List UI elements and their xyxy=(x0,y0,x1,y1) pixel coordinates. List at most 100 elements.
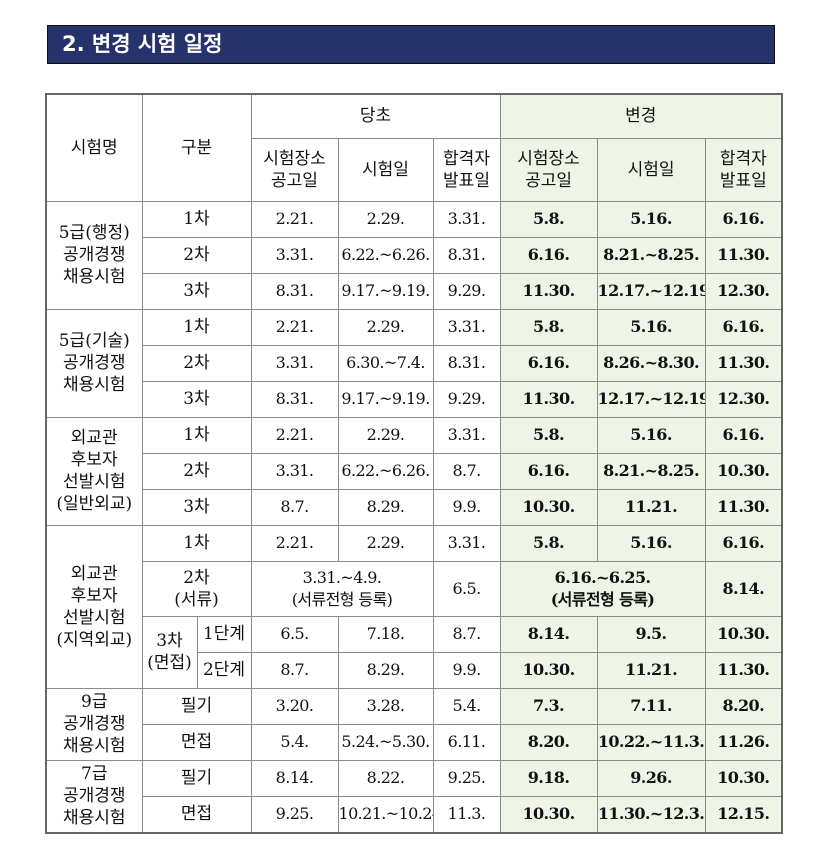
cell-text: 공개경쟁 xyxy=(62,245,126,265)
cell-text: 8.29. xyxy=(366,497,405,516)
date-cell: 2.21. xyxy=(250,200,339,238)
table-row: 2차 3.31. 6.30.~7.4. 8.31. 6.16. 8.26.~8.30. 11… xyxy=(46,344,783,382)
cell-text: 구분 xyxy=(180,137,213,158)
cell-text: 1차 xyxy=(183,209,210,229)
cell-text: 3차 xyxy=(183,389,210,409)
cell-text: 12.15. xyxy=(717,804,770,823)
cell-text: 채용시험 xyxy=(62,267,126,287)
stage-label: 2차 xyxy=(141,344,252,382)
cell-text: 3.31. xyxy=(275,353,314,372)
date-cell: 9.26. xyxy=(596,759,706,797)
table-row: 2차 (서류) 3.31.~4.9. (서류전형 등록) 6.5. 6.16.~6.25.… xyxy=(46,560,783,617)
date-cell: 8.22. xyxy=(337,759,434,797)
date-cell: 6.16.~6.25. (서류전형 등록) xyxy=(499,560,706,617)
cell-text: 8.7. xyxy=(280,497,309,516)
table-row: 면접 5.4. 5.24.~5.30. 6.11. 8.20. 10.22.~11.3. 1… xyxy=(46,723,783,761)
stage-label: 1차 xyxy=(141,524,252,562)
table-row: 2차 3.31. 6.22.~6.26. 8.31. 6.16. 8.21.~8.25. 1… xyxy=(46,236,783,274)
date-cell: 5.8. xyxy=(499,308,598,346)
date-cell: 11.21. xyxy=(596,651,706,689)
step-label: 1단계 xyxy=(196,615,252,653)
date-cell: 12.17.~12.19. xyxy=(596,272,706,310)
date-cell: 7.11. xyxy=(596,687,706,725)
exam-name: 외교관 후보자 선발시험 (일반외교) xyxy=(45,416,143,526)
cell-text: 2.29. xyxy=(366,533,405,552)
cell-text: 3.31. xyxy=(447,317,486,336)
cell-text: 6.5. xyxy=(280,624,309,643)
date-cell: 6.22.~6.26. xyxy=(337,452,434,490)
date-cell: 9.9. xyxy=(432,488,501,526)
cell-text: 6.16. xyxy=(527,353,570,372)
cell-text: 5.16. xyxy=(630,317,672,336)
cell-text: 발표일 xyxy=(719,170,767,191)
exam-name: 9급 공개경쟁 채용시험 xyxy=(45,687,143,761)
date-cell: 9.25. xyxy=(250,795,339,833)
date-cell: 3.31.~4.9. (서류전형 등록) xyxy=(250,560,434,617)
date-cell: 9.29. xyxy=(432,380,501,418)
cell-text: 7급 xyxy=(81,764,108,784)
date-cell: 11.30.~12.3. xyxy=(596,795,706,833)
cell-text: 11.30. xyxy=(522,389,575,408)
cell-text: 6.22.~6.26. xyxy=(341,245,430,264)
date-cell: 8.31. xyxy=(250,380,339,418)
date-cell: 10.30. xyxy=(499,651,598,689)
stage-label: 2차 xyxy=(141,452,252,490)
date-cell: 8.21.~8.25. xyxy=(596,452,706,490)
date-cell: 5.16. xyxy=(596,524,706,562)
cell-text: 시험일 xyxy=(627,159,675,180)
cell-text: 9.9. xyxy=(452,660,481,679)
cell-text: 10.21.~10.24. xyxy=(338,804,432,823)
cell-text: 5.8. xyxy=(533,209,565,228)
cell-text: 3.31. xyxy=(447,533,486,552)
date-cell: 3.31. xyxy=(250,344,339,382)
cell-text: 8.21.~8.25. xyxy=(603,245,699,264)
stage-label: 1차 xyxy=(141,200,252,238)
cell-text: 공개경쟁 xyxy=(62,786,126,806)
date-cell: 8.7. xyxy=(432,452,501,490)
date-cell: 10.30. xyxy=(499,795,598,833)
header-cell: 구분 xyxy=(141,93,252,202)
cell-text: 5.16. xyxy=(630,533,672,552)
cell-text: 5.8. xyxy=(533,533,565,552)
cell-text: 11.30. xyxy=(717,245,770,264)
cell-text: 1차 xyxy=(183,425,210,445)
date-cell: 6.16. xyxy=(499,236,598,274)
date-cell: 5.4. xyxy=(432,687,501,725)
cell-text: 1차 xyxy=(183,317,210,337)
date-cell: 8.7. xyxy=(250,488,339,526)
date-cell: 5.8. xyxy=(499,200,598,238)
date-cell: 3.31. xyxy=(432,524,501,562)
cell-text: 6.16. xyxy=(722,425,765,444)
date-cell: 8.14. xyxy=(704,560,783,617)
cell-text: 3차 xyxy=(183,497,210,517)
date-cell: 5.4. xyxy=(250,723,339,761)
cell-text: 10.30. xyxy=(522,497,575,516)
header-row: 시험장소 공고일 시험일 합격자 발표일 시험장소 공고일 시험일 합격자 발표일 xyxy=(46,137,783,202)
date-cell: 9.9. xyxy=(432,651,501,689)
date-cell: 6.5. xyxy=(432,560,501,617)
cell-text: 8.20. xyxy=(527,732,570,751)
date-cell: 12.17.~12.19. xyxy=(596,380,706,418)
cell-text: 채용시험 xyxy=(62,808,126,828)
cell-text: 필기 xyxy=(180,696,213,716)
cell-text: 8.29. xyxy=(366,660,405,679)
date-cell: 9.5. xyxy=(596,615,706,653)
cell-text: 당초 xyxy=(359,106,392,127)
cell-text: 공고일 xyxy=(271,170,318,191)
table-row: 3차 8.7. 8.29. 9.9. 10.30. 11.21. 11.30. xyxy=(46,488,783,526)
table-row: 9급 공개경쟁 채용시험 필기 3.20. 3.28. 5.4. 7.3. 7.11. 8.20. xyxy=(45,687,783,761)
cell-text: (일반외교) xyxy=(56,494,133,514)
cell-text: 9.25. xyxy=(275,804,314,823)
header-cell: 시험장소 공고일 xyxy=(250,137,339,202)
date-cell: 3.31. xyxy=(432,416,501,454)
cell-text: 합격자 xyxy=(443,148,490,169)
section-title: 2. 변경 시험 일정 xyxy=(47,25,775,64)
date-cell: 8.31. xyxy=(432,344,501,382)
date-cell: 10.21.~10.24. xyxy=(337,795,434,833)
stage-label: 3차 xyxy=(141,380,252,418)
date-cell: 12.30. xyxy=(704,380,783,418)
stage-label: 1차 xyxy=(141,416,252,454)
date-cell: 3.31. xyxy=(432,200,501,238)
cell-text: 12.17.~12.19. xyxy=(597,389,706,408)
stage-label: 3차 (면접) xyxy=(141,615,198,689)
